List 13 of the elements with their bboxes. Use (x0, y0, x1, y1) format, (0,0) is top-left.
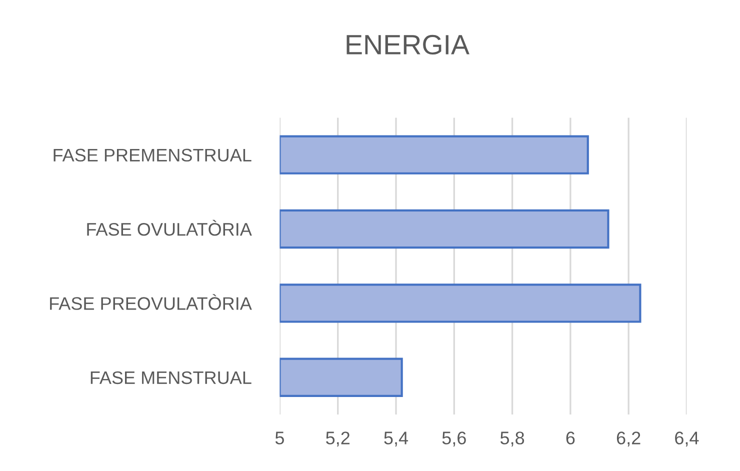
x-tick-label: 5 (275, 432, 284, 444)
y-tick-label: FASE MENSTRUAL (90, 371, 252, 384)
y-tick-label: FASE OVULATÒRIA (87, 220, 252, 236)
x-tick-label: 5,4 (384, 432, 408, 447)
x-tick-label: 6 (566, 432, 575, 444)
x-tick-label: 5,2 (326, 432, 350, 447)
y-tick-label: FASE PREOVULATÒRIA (50, 294, 252, 310)
chart-title: ENERGIA (346, 34, 470, 55)
y-tick-label: FASE PREMENSTRUAL (54, 148, 252, 162)
x-tick-label: 5,8 (500, 432, 524, 447)
x-tick-label: 6,4 (675, 432, 699, 447)
x-tick-label: 6,2 (616, 432, 640, 447)
x-tick-label: 5,6 (442, 432, 466, 447)
